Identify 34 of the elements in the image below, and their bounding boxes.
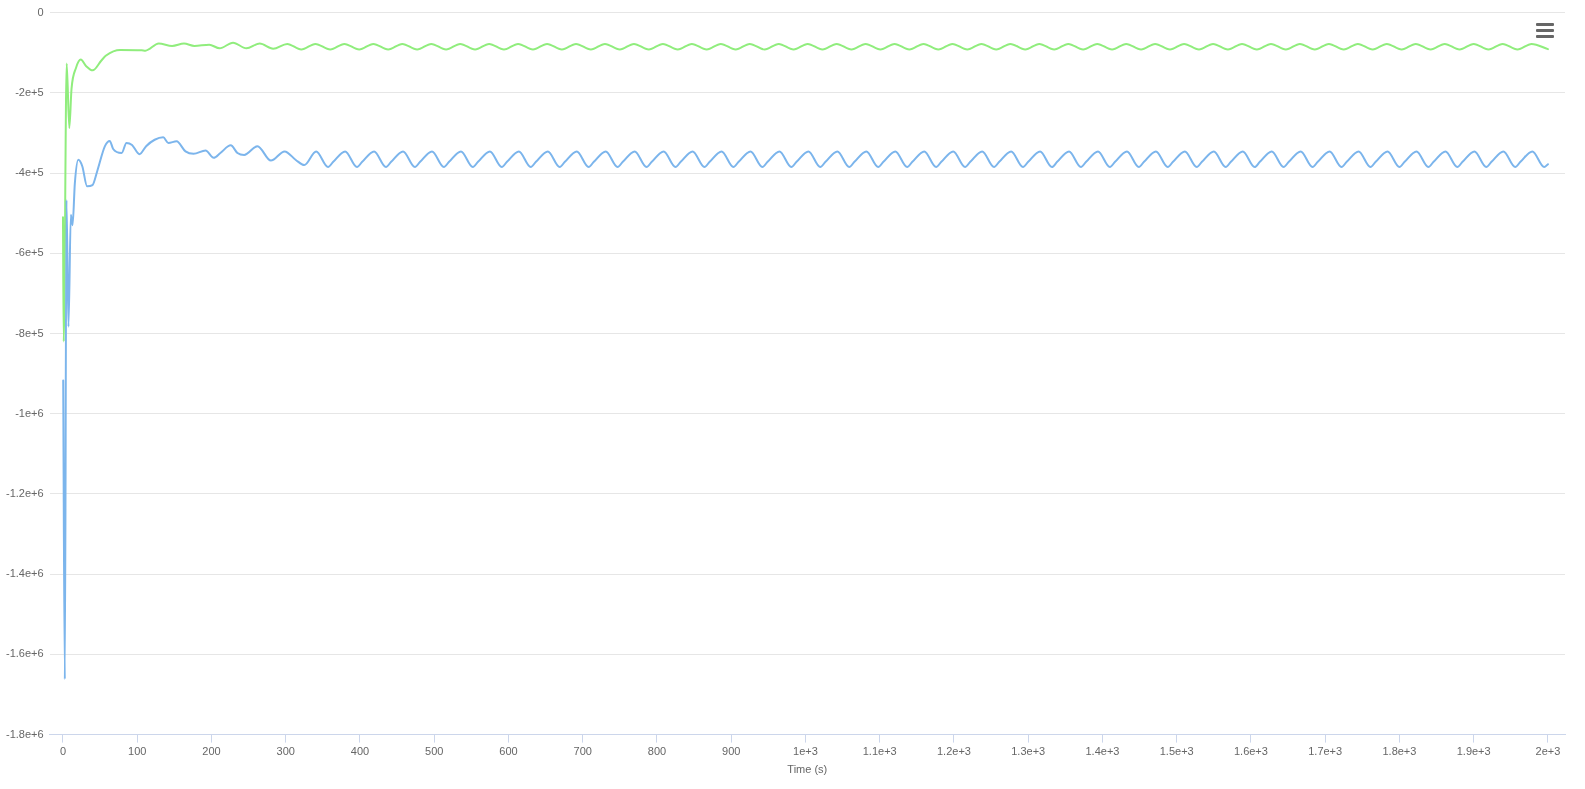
x-tick-label: 200 <box>202 745 221 758</box>
x-tick-label: 1.1e+3 <box>862 745 897 758</box>
x-tick-label: 2e+3 <box>1535 745 1561 758</box>
x-tick-label: 300 <box>276 745 295 758</box>
y-tick-label: -6e+5 <box>15 246 44 259</box>
x-axis-title: Time (s) <box>787 763 828 776</box>
y-tick-label: -2e+5 <box>15 85 44 98</box>
line-series <box>62 136 1549 681</box>
y-tick-label: 0 <box>37 5 44 18</box>
x-tick-label: 1.7e+3 <box>1308 745 1343 758</box>
y-tick-label: -8e+5 <box>15 326 44 339</box>
x-tick-label: 900 <box>722 745 741 758</box>
x-tick-label: 0 <box>59 745 67 758</box>
line-series <box>61 41 1549 343</box>
x-tick-label: 600 <box>499 745 518 758</box>
x-tick-label: 1.3e+3 <box>1011 745 1046 758</box>
x-tick-label: 1e+3 <box>793 745 818 758</box>
y-tick-label: -1.2e+6 <box>5 486 44 499</box>
x-tick-label: 700 <box>573 745 592 758</box>
y-tick-label: -1.8e+6 <box>5 727 44 740</box>
x-tick-label: 1.4e+3 <box>1085 745 1120 758</box>
y-tick-label: -1.4e+6 <box>5 567 44 580</box>
x-tick-label: 800 <box>647 745 667 758</box>
x-tick-label: 1.8e+3 <box>1382 745 1417 758</box>
x-tick-label: 500 <box>425 745 444 758</box>
y-tick-label: -4e+5 <box>15 166 44 179</box>
x-tick-label: 400 <box>350 745 370 758</box>
x-tick-label: 1.6e+3 <box>1233 745 1268 758</box>
y-tick-label: -1e+6 <box>15 406 44 419</box>
x-tick-label: 100 <box>128 745 147 758</box>
x-tick-label: 1.9e+3 <box>1456 745 1491 758</box>
x-tick-label: 1.5e+3 <box>1159 745 1194 758</box>
x-tick-label: 1.2e+3 <box>936 745 971 758</box>
y-tick-label: -1.6e+6 <box>5 647 44 660</box>
